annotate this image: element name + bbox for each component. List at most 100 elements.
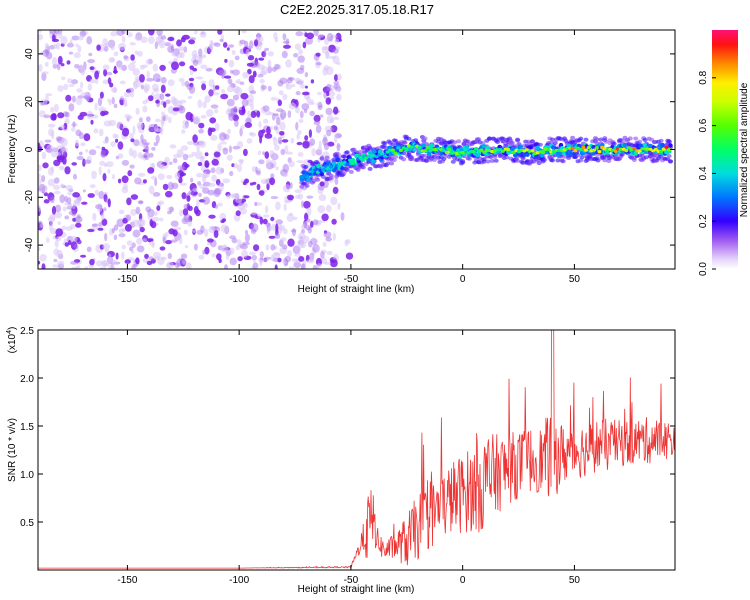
noise-blob [213, 151, 221, 158]
noise-blob [65, 111, 70, 118]
noise-blob [169, 206, 175, 213]
noise-blob [51, 56, 58, 66]
noise-blob [224, 264, 228, 269]
signal-halo [536, 161, 542, 166]
noise-blob [217, 143, 222, 152]
noise-blob [184, 163, 190, 168]
noise-blob [209, 127, 216, 132]
noise-blob [219, 38, 224, 42]
signal-core [572, 151, 577, 157]
noise-blob [282, 228, 288, 235]
noise-blob [226, 98, 235, 107]
signal-halo [442, 154, 448, 159]
signal-halo [562, 154, 568, 159]
noise-blob [142, 64, 148, 68]
noise-blob [88, 149, 97, 156]
noise-blob [98, 166, 102, 176]
noise-blob [60, 137, 68, 147]
noise-blob [152, 73, 161, 82]
signal-peak [498, 148, 503, 152]
noise-blob [337, 85, 342, 93]
noise-blob [85, 149, 89, 153]
noise-blob [63, 83, 69, 91]
noise-blob [202, 249, 206, 255]
noise-blob [67, 78, 73, 84]
noise-blob [167, 79, 175, 87]
noise-blob [304, 72, 309, 78]
signal-halo [642, 138, 648, 142]
noise-blob [78, 151, 83, 156]
noise-blob [50, 106, 55, 113]
signal-peak [441, 149, 446, 153]
noise-blob [152, 63, 158, 72]
noise-blob [147, 95, 154, 102]
noise-blob [164, 42, 171, 47]
noise-blob [193, 30, 198, 35]
noise-blob [264, 205, 269, 214]
noise-blob [131, 242, 136, 248]
noise-blob [64, 215, 70, 220]
signal-peak [659, 149, 664, 154]
noise-blob [323, 231, 332, 238]
signal-peak [506, 147, 511, 152]
noise-blob [296, 67, 305, 74]
noise-blob [267, 59, 272, 69]
noise-blob [180, 253, 188, 259]
noise-blob [87, 83, 93, 91]
noise-blob [113, 224, 119, 231]
noise-blob [121, 35, 126, 43]
noise-blob [188, 85, 196, 94]
noise-blob [130, 194, 139, 200]
noise-blob [42, 49, 50, 57]
signal-core [452, 146, 457, 151]
noise-blob [255, 33, 262, 38]
noise-blob [66, 42, 74, 48]
noise-blob [125, 214, 132, 222]
noise-blob [110, 58, 115, 62]
noise-blob [69, 235, 78, 243]
noise-blob [146, 260, 153, 266]
noise-blob [129, 42, 136, 46]
noise-blob [103, 46, 109, 52]
noise-blob [102, 64, 110, 71]
signal-halo [401, 157, 407, 162]
noise-blob [205, 169, 211, 175]
snr-frame [37, 329, 676, 571]
noise-blob [214, 187, 222, 195]
snr-panel: -150 -100 -50 0 50 0.5 1.0 1.5 2.0 2.5 Height of… [6, 326, 676, 595]
snr-y-tick-label: 2.5 [20, 326, 34, 337]
signal-peak [573, 149, 578, 153]
noise-blob [108, 253, 112, 263]
noise-blob [295, 106, 300, 114]
signal-core [557, 151, 563, 156]
noise-blob [67, 191, 73, 196]
noise-blob [318, 194, 327, 202]
noise-blob [202, 196, 210, 205]
noise-blob [332, 55, 340, 64]
noise-blob [311, 148, 316, 157]
signal-peak [329, 165, 334, 169]
noise-blob [132, 125, 136, 135]
noise-blob [208, 89, 213, 98]
noise-blob [250, 211, 257, 215]
noise-blob [170, 239, 178, 243]
signal-core [316, 164, 321, 169]
signal-halo [627, 136, 633, 141]
noise-blob [156, 205, 161, 211]
noise-blob [142, 105, 148, 113]
noise-blob [117, 62, 123, 70]
signal-halo [422, 136, 428, 141]
signal-halo [465, 139, 471, 144]
noise-blob [313, 30, 319, 36]
noise-blob [167, 252, 172, 260]
noise-blob [332, 186, 339, 194]
snr-x-ticks: -150 -100 -50 0 50 [117, 330, 580, 586]
noise-blob [302, 141, 310, 149]
noise-blob [142, 179, 147, 184]
noise-blob [229, 247, 235, 255]
signal-core [372, 149, 377, 154]
noise-blob [188, 190, 194, 196]
noise-blob [47, 178, 56, 187]
noise-blob [38, 260, 41, 265]
noise-blob [205, 67, 213, 72]
